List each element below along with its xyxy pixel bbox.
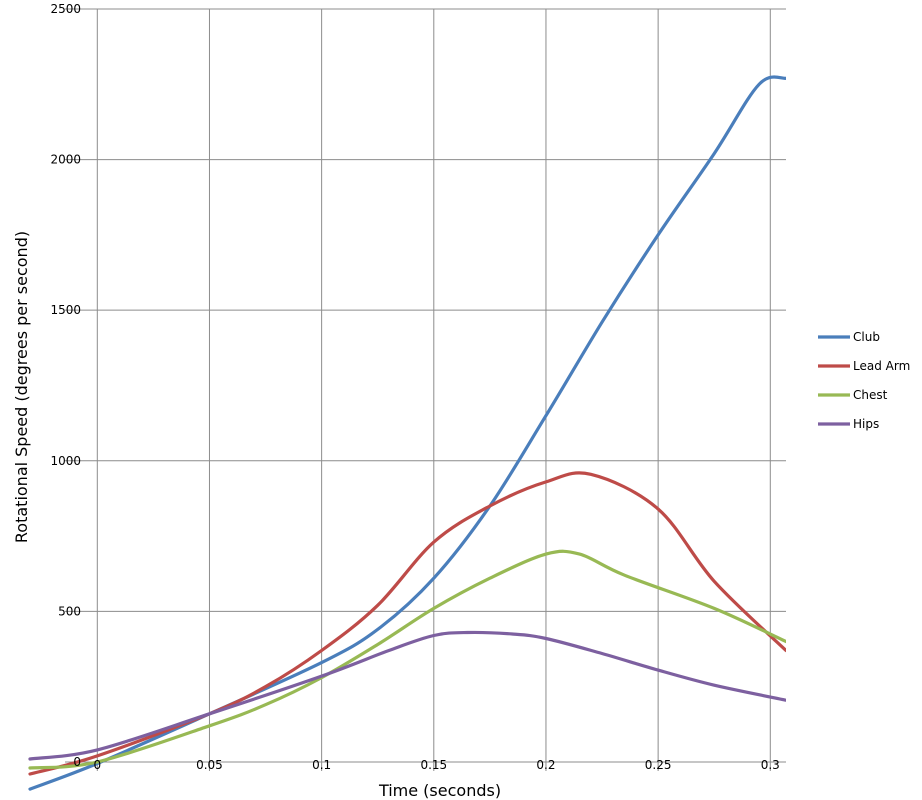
series-line-hips: [28, 630, 786, 761]
legend-label-chest: Chest: [853, 388, 888, 402]
y-tick-label: 1000: [50, 454, 81, 468]
series-lines: [28, 75, 786, 791]
x-axis-tick-labels: 0 0.05 0.1 0.15 0.2 0.25 0.3: [93, 758, 779, 772]
legend-label-club: Club: [853, 330, 880, 344]
y-tick-label: 2500: [50, 2, 81, 16]
x-tick-label: 0.05: [196, 758, 223, 772]
y-axis-title: Rotational Speed (degrees per second): [12, 231, 31, 543]
legend-label-hips: Hips: [853, 417, 879, 431]
y-tick-label: 2000: [50, 153, 81, 167]
gridlines: [65, 8, 786, 771]
y-axis-tick-labels: 0 500 1000 1500 2000 2500: [50, 2, 81, 769]
y-tick-label: 0: [73, 755, 81, 769]
legend-label-lead-arm: Lead Arm: [853, 359, 910, 373]
x-tick-label: 0: [93, 758, 101, 772]
y-tick-label: 500: [58, 604, 81, 618]
legend: Club Lead Arm Chest Hips: [818, 330, 910, 431]
y-tick-label: 1500: [50, 303, 81, 317]
series-line-chest: [28, 549, 786, 770]
x-axis-title: Time (seconds): [378, 781, 501, 800]
x-tick-label: 0.2: [536, 758, 555, 772]
x-tick-label: 0.15: [420, 758, 447, 772]
series-line-club: [28, 75, 786, 791]
x-tick-label: 0.3: [761, 758, 780, 772]
x-tick-label: 0.25: [645, 758, 672, 772]
x-tick-label: 0.1: [312, 758, 331, 772]
